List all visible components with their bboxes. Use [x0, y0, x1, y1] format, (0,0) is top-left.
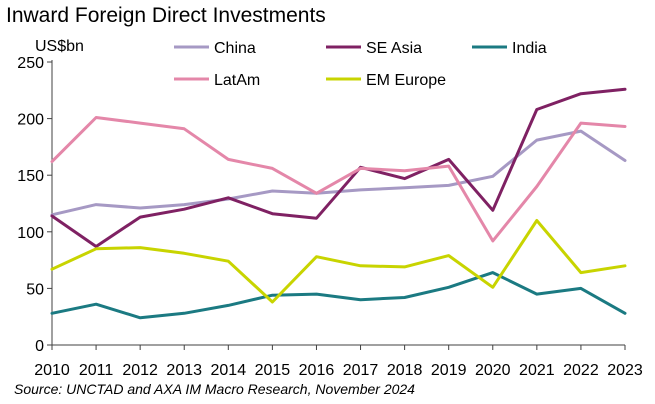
series-line-em-europe: [50, 219, 627, 304]
y-axis-unit-label: US$bn: [35, 38, 84, 55]
legend-label-em-europe: EM Europe: [366, 72, 446, 89]
legend-label-latam: LatAm: [214, 72, 260, 89]
series-line-china: [50, 129, 627, 217]
legend-label-china: China: [214, 40, 256, 57]
series-line-se-asia: [50, 87, 627, 248]
x-tick-label: 2018: [387, 362, 423, 379]
x-tick-label: 2012: [122, 362, 158, 379]
y-tick-label: 150: [17, 168, 44, 185]
legend-label-se-asia: SE Asia: [366, 40, 422, 57]
x-tick-label: 2017: [343, 362, 379, 379]
y-tick-label: 100: [17, 225, 44, 242]
source-note: Source: UNCTAD and AXA IM Macro Research…: [14, 381, 415, 397]
y-tick-label: 0: [35, 338, 44, 355]
x-tick-label: 2020: [475, 362, 511, 379]
series-line-latam: [50, 116, 627, 243]
x-tick-label: 2022: [563, 362, 599, 379]
x-tick-label: 2015: [255, 362, 291, 379]
series-line-india: [50, 271, 627, 320]
x-tick-label: 2013: [166, 362, 202, 379]
x-tick-label: 2023: [607, 362, 643, 379]
y-tick-label: 250: [17, 55, 44, 72]
x-tick-label: 2014: [211, 362, 247, 379]
legend-label-india: India: [512, 40, 547, 57]
x-tick-label: 2016: [299, 362, 335, 379]
y-tick-label: 50: [26, 281, 44, 298]
x-tick-label: 2021: [519, 362, 555, 379]
x-tick-label: 2019: [431, 362, 467, 379]
x-tick-label: 2010: [34, 362, 70, 379]
chart-title: Inward Foreign Direct Investments: [6, 4, 326, 27]
x-tick-label: 2011: [79, 362, 114, 379]
y-tick-label: 200: [17, 112, 44, 129]
